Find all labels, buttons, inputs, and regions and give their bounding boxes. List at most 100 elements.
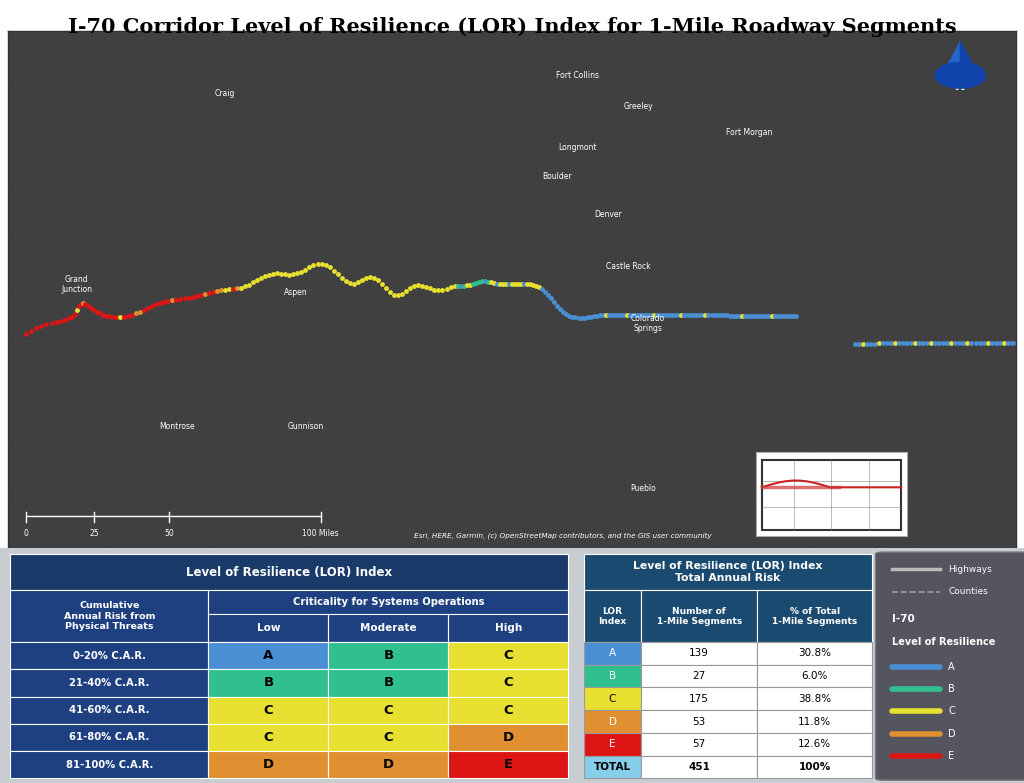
Polygon shape bbox=[961, 41, 983, 83]
Bar bbox=[584, 756, 641, 778]
Text: Level of Resilience (LOR) Index
Total Annual Risk: Level of Resilience (LOR) Index Total An… bbox=[634, 561, 822, 583]
Text: E: E bbox=[504, 758, 513, 771]
Bar bbox=[208, 669, 329, 697]
Text: Number of
1-Mile Segments: Number of 1-Mile Segments bbox=[656, 607, 741, 626]
Text: C: C bbox=[384, 731, 393, 744]
Text: A: A bbox=[263, 649, 273, 662]
Text: A: A bbox=[609, 648, 616, 659]
Text: C: C bbox=[384, 704, 393, 716]
Text: Greeley: Greeley bbox=[624, 102, 652, 110]
Bar bbox=[584, 687, 641, 710]
Text: TOTAL: TOTAL bbox=[594, 762, 631, 772]
Text: Gunnison: Gunnison bbox=[288, 422, 324, 431]
Text: Level of Resilience (LOR) Index: Level of Resilience (LOR) Index bbox=[186, 565, 392, 579]
Bar bbox=[641, 733, 757, 756]
Bar bbox=[329, 751, 449, 778]
Text: Montrose: Montrose bbox=[160, 422, 196, 431]
Text: 53: 53 bbox=[692, 716, 706, 727]
Text: LOR
Index: LOR Index bbox=[598, 607, 627, 626]
Bar bbox=[208, 751, 329, 778]
Text: D: D bbox=[383, 758, 394, 771]
Text: C: C bbox=[504, 677, 513, 690]
Text: Grand
Junction: Grand Junction bbox=[61, 275, 92, 294]
Bar bbox=[208, 723, 329, 751]
Text: B: B bbox=[609, 671, 616, 681]
Text: E: E bbox=[948, 751, 954, 761]
Text: C: C bbox=[504, 649, 513, 662]
FancyBboxPatch shape bbox=[876, 552, 1024, 780]
Circle shape bbox=[935, 63, 985, 88]
Bar bbox=[449, 642, 568, 669]
Text: Level of Resilience: Level of Resilience bbox=[892, 637, 995, 647]
Bar bbox=[641, 642, 757, 665]
Text: D: D bbox=[263, 758, 273, 771]
Text: D: D bbox=[503, 731, 514, 744]
Text: E: E bbox=[609, 739, 615, 749]
Text: Low: Low bbox=[257, 623, 281, 633]
Text: 57: 57 bbox=[692, 739, 706, 749]
Text: 100 Miles: 100 Miles bbox=[302, 529, 339, 538]
Text: Denver: Denver bbox=[594, 211, 622, 219]
Text: 0-20% C.A.R.: 0-20% C.A.R. bbox=[73, 651, 145, 661]
Bar bbox=[10, 590, 208, 642]
Text: 41-60% C.A.R.: 41-60% C.A.R. bbox=[69, 705, 150, 715]
Bar bbox=[641, 710, 757, 733]
Bar bbox=[449, 614, 568, 642]
Text: N: N bbox=[955, 81, 966, 93]
Text: 61-80% C.A.R.: 61-80% C.A.R. bbox=[69, 732, 150, 742]
Bar bbox=[10, 642, 208, 669]
Bar bbox=[208, 590, 568, 614]
Bar bbox=[584, 710, 641, 733]
Bar bbox=[10, 723, 208, 751]
Text: % of Total
1-Mile Segments: % of Total 1-Mile Segments bbox=[772, 607, 857, 626]
Text: 11.8%: 11.8% bbox=[798, 716, 831, 727]
Bar bbox=[329, 614, 449, 642]
Text: Moderate: Moderate bbox=[360, 623, 417, 633]
Text: 50: 50 bbox=[165, 529, 174, 538]
Text: C: C bbox=[504, 704, 513, 716]
Text: C: C bbox=[263, 704, 273, 716]
Text: D: D bbox=[948, 729, 955, 738]
Text: 0: 0 bbox=[24, 529, 29, 538]
Bar bbox=[208, 697, 329, 723]
Bar bbox=[10, 697, 208, 723]
Text: D: D bbox=[608, 716, 616, 727]
Text: 27: 27 bbox=[692, 671, 706, 681]
Text: 21-40% C.A.R.: 21-40% C.A.R. bbox=[69, 678, 150, 688]
Bar bbox=[449, 751, 568, 778]
Text: Aspen: Aspen bbox=[284, 288, 307, 297]
Text: 12.6%: 12.6% bbox=[798, 739, 831, 749]
Bar bbox=[584, 590, 641, 642]
Text: Craig: Craig bbox=[215, 88, 236, 98]
Bar bbox=[641, 687, 757, 710]
Text: 175: 175 bbox=[689, 694, 710, 704]
Bar bbox=[10, 751, 208, 778]
Text: Boulder: Boulder bbox=[543, 171, 572, 181]
Text: High: High bbox=[495, 623, 522, 633]
Text: B: B bbox=[263, 677, 273, 690]
Text: C: C bbox=[609, 694, 616, 704]
Bar bbox=[641, 590, 757, 642]
Bar bbox=[641, 756, 757, 778]
Text: 139: 139 bbox=[689, 648, 710, 659]
Text: Pueblo: Pueblo bbox=[630, 484, 655, 493]
Bar bbox=[757, 687, 872, 710]
Text: Fort Collins: Fort Collins bbox=[556, 70, 599, 80]
Bar bbox=[449, 697, 568, 723]
Text: I-70: I-70 bbox=[892, 614, 914, 623]
Text: B: B bbox=[383, 649, 393, 662]
Text: 81-100% C.A.R.: 81-100% C.A.R. bbox=[66, 760, 153, 770]
Bar bbox=[10, 669, 208, 697]
Text: Castle Rock: Castle Rock bbox=[605, 262, 650, 271]
Bar bbox=[757, 590, 872, 642]
Text: Highways: Highways bbox=[948, 565, 992, 574]
Bar bbox=[757, 665, 872, 687]
Text: C: C bbox=[263, 731, 273, 744]
Bar bbox=[584, 554, 872, 590]
Bar bbox=[584, 733, 641, 756]
Text: Fort Morgan: Fort Morgan bbox=[726, 128, 772, 136]
Text: 6.0%: 6.0% bbox=[802, 671, 827, 681]
Bar bbox=[757, 756, 872, 778]
Text: 25: 25 bbox=[89, 529, 98, 538]
Bar bbox=[641, 665, 757, 687]
